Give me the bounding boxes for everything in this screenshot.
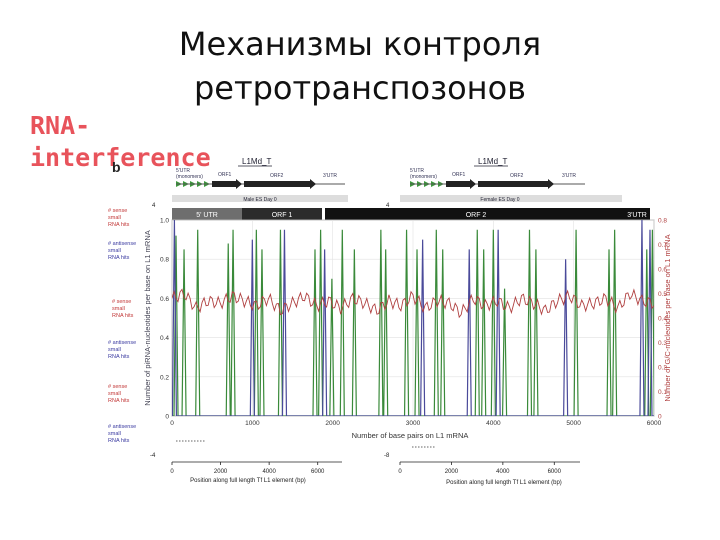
y2-tick-5: 0.5 (658, 291, 667, 298)
female-bottom-ruler: -8 0 2000 4000 6000 Position along full len… (384, 446, 580, 486)
female-orf1-arrow (446, 179, 476, 189)
y2-axis-ticks: 0 0.1 0.2 0.3 0.4 0.5 0.6 0.7 0.8 (658, 218, 667, 421)
slide-title-line1: Механизмы контроля (178, 25, 542, 63)
male-monomers-label: (monomers) (176, 174, 203, 180)
y2-tick-1: 0.1 (658, 389, 667, 396)
female-ruler-ticks-label-2: 4000 (496, 469, 510, 475)
rna-label-line2: interference (30, 143, 211, 172)
orf-bar: 5' UTR ORF 1 ORF 2 3'UTR (172, 208, 650, 220)
male-ruler-ticks-label-0: 0 (170, 469, 174, 475)
x-tick-5: 5000 (566, 420, 581, 427)
series-pirna-blue-line (172, 220, 654, 416)
y2-tick-0: 0 (658, 414, 662, 421)
y-tick-5: 1.0 (160, 218, 169, 225)
y-tick-2: 0.4 (160, 335, 169, 342)
female-sense-bottom: -8 (384, 453, 390, 459)
rna-interference-label: RNA- interference (30, 110, 211, 174)
male-ruler-ticks-label-1: 2000 (214, 469, 228, 475)
rna-label-line1: RNA- (30, 111, 91, 140)
y2-axis-label: Number of G/C-nucleotides per base on L1… (663, 234, 672, 401)
y2-tick-2: 0.2 (658, 365, 667, 372)
x-tick-6: 6000 (647, 420, 662, 427)
male-ruler-ticks-label-3: 6000 (311, 469, 325, 475)
x-tick-3: 3000 (406, 420, 421, 427)
male-ruler-ticks-label-2: 4000 (262, 469, 276, 475)
y-axis-label: Number of piRNA-nucleotides per base on … (143, 230, 152, 406)
male-orf1-label: ORF1 (218, 172, 232, 178)
male-ruler-ticks: 0 2000 4000 6000 (170, 462, 325, 475)
female-orf1-label: ORF1 (452, 172, 466, 178)
sense-label-3: # sense small RNA hits (108, 384, 130, 404)
y2-tick-3: 0.3 (658, 340, 667, 347)
male-orf2-label: ORF2 (270, 173, 284, 179)
male-x-label: Position along full length Tf L1 element… (190, 478, 306, 484)
female-ruler-ticks-label-0: 0 (398, 469, 402, 475)
orf-bar-utr3: 3'UTR (627, 212, 647, 219)
male-track-title: Male ES Day 0 (243, 197, 277, 203)
female-orf2-arrow (478, 179, 554, 189)
y-tick-3: 0.6 (160, 296, 169, 303)
female-utr5-label: 5'UTR (410, 168, 424, 174)
male-element-name: L1Md_T (242, 157, 271, 166)
male-gene-schematic: L1Md_T 5'UTR (monomers) ORF1 ORF2 3'UTR … (152, 157, 348, 209)
x-axis-label: Number of base pairs on L1 mRNA (352, 431, 469, 440)
female-gene-schematic: L1Md_T 5'UTR (monomers) ORF1 ORF2 3'UTR … (386, 157, 622, 209)
orf-bar-utr5: 5' UTR (196, 212, 218, 219)
male-orf2-arrow (244, 179, 316, 189)
left-side-labels: # sense small RNA hits # antisense small… (108, 208, 138, 444)
y-axis-ticks: 0 0.2 0.4 0.6 0.8 1.0 (160, 218, 169, 421)
antisense-label-1: # antisense small RNA hits (108, 241, 138, 261)
sense-label-2: # sense small RNA hits (112, 299, 134, 319)
y2-tick-6: 0.6 (658, 267, 667, 274)
y2-tick-8: 0.8 (658, 218, 667, 225)
female-track-title: Female ES Day 0 (480, 197, 519, 203)
male-sense-top: 4 (152, 203, 156, 209)
sense-label-1: # sense small RNA hits (108, 208, 130, 228)
x-tick-1: 1000 (245, 420, 260, 427)
female-ruler-ticks: 0 2000 4000 6000 (398, 462, 562, 475)
panel-letter: b (112, 159, 121, 175)
series-gc-line (172, 288, 654, 319)
antisense-label-3: # antisense small RNA hits (108, 424, 138, 444)
male-bottom-ruler: -4 0 2000 4000 6000 Position along full len… (150, 440, 342, 484)
male-orf1-arrow (212, 179, 242, 189)
x-tick-4: 4000 (486, 420, 501, 427)
male-sense-bottom: -4 (150, 453, 156, 459)
female-sense-top: 4 (386, 203, 390, 209)
y2-tick-7: 0.7 (658, 242, 667, 249)
slide-title-line2: ретротранспозонов (193, 69, 527, 107)
female-ruler-ticks-label-1: 2000 (445, 469, 459, 475)
female-monomers-label: (monomers) (410, 174, 437, 180)
y-tick-0: 0 (165, 414, 169, 421)
x-tick-2: 2000 (325, 420, 340, 427)
x-tick-0: 0 (170, 420, 174, 427)
male-utr5-label: 5'UTR (176, 168, 190, 174)
antisense-label-2: # antisense small RNA hits (108, 340, 138, 360)
slide-title: Механизмы контроля ретротранспозонов (150, 22, 570, 110)
y-tick-1: 0.2 (160, 374, 169, 381)
orf-bar-orf2: ORF 2 (466, 212, 487, 219)
orf-bar-orf1: ORF 1 (272, 212, 293, 219)
male-utr3-label: 3'UTR (323, 173, 337, 179)
female-element-name: L1Md_T (478, 157, 507, 166)
main-plot: 00.20.40.60.81.0 00.10.20.30.40.50.60.70… (143, 218, 672, 441)
y-tick-4: 0.8 (160, 257, 169, 264)
female-x-label: Position along full length Tf L1 element… (446, 480, 562, 486)
female-utr3-label: 3'UTR (562, 173, 576, 179)
y2-tick-4: 0.4 (658, 316, 667, 323)
female-orf2-label: ORF2 (510, 173, 524, 179)
female-ruler-ticks-label-3: 6000 (548, 469, 562, 475)
x-axis-ticks: 0 1000 2000 3000 4000 5000 6000 (170, 420, 661, 427)
